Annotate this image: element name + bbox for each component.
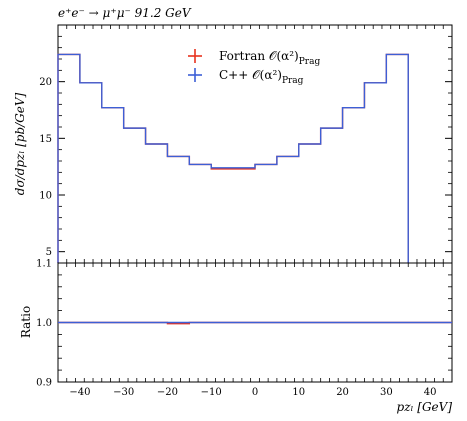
x-tick-label: −30 [113,387,134,398]
legend-entry-fortran: Fortran 𝒪(α²)Prag [188,49,320,67]
x-tick-label: 30 [380,387,393,398]
main-x-ticks [57,25,453,263]
ratio-x-ticks: −40 −30 −20 −10 0 10 20 30 40 [57,263,453,398]
x-tick-label: −20 [157,387,178,398]
ratio-y-axis-label: Ratio [19,306,33,338]
legend: Fortran 𝒪(α²)Prag C++ 𝒪(α²)Prag [188,49,320,86]
x-tick-label: 10 [292,387,305,398]
main-y-tick-label: 5 [46,247,52,258]
ratio-series-layer [58,321,452,325]
ratio-panel: 0.9 1.0 1.1 −40 −30 −20 −10 0 10 20 30 40 Ratio pz… [19,259,453,414]
main-series-layer [57,53,409,263]
main-y-tick-label: 20 [39,77,52,88]
plot-title: e⁺e⁻ → μ⁺μ⁻ 91.2 GeV [58,6,192,20]
legend-label-cpp: C++ 𝒪(α²)Prag [219,68,304,86]
x-axis-label: pzₗ [GeV] [397,400,453,414]
ratio-y-tick-label: 1.1 [36,259,52,270]
x-tick-label: 20 [336,387,349,398]
legend-entry-cpp: C++ 𝒪(α²)Prag [188,68,304,86]
main-y-tick-label: 15 [39,134,52,145]
legend-label-fortran: Fortran 𝒪(α²)Prag [219,49,320,67]
main-series-fortran [57,53,409,263]
ratio-y-tick-label: 0.9 [36,378,52,389]
ratio-y-ticks: 0.9 1.0 1.1 [36,259,452,389]
x-tick-label: 0 [252,387,258,398]
ratio-y-tick-label: 1.0 [36,318,52,329]
x-tick-label: 40 [424,387,437,398]
x-tick-label: −40 [69,387,90,398]
main-series-cpp [57,53,409,263]
main-y-tick-label: 10 [39,191,52,202]
x-tick-label: −10 [201,387,222,398]
main-y-axis-label: dσ/dpzₗ [pb/GeV] [13,92,27,195]
